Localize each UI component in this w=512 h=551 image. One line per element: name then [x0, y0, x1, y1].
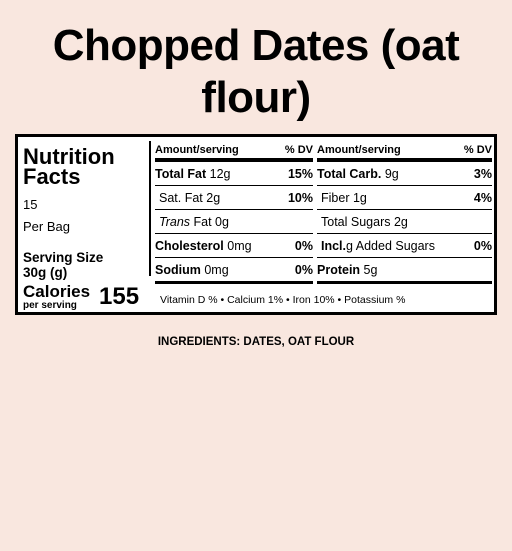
- nutrient-amount: 2g: [206, 190, 221, 205]
- servings-count: 15: [23, 197, 38, 212]
- amount-header: Amount/serving: [155, 144, 239, 156]
- calories-block: Calories per serving 155: [23, 282, 153, 312]
- nutrient-row-cholesterol: Cholesterol 0mg 0%: [155, 234, 313, 258]
- calories-label: Calories: [23, 282, 91, 301]
- calories-sublabel: per serving: [23, 300, 77, 311]
- nutrient-dv: 4%: [473, 190, 492, 205]
- nutrient-name: Trans: [159, 214, 191, 229]
- nutrient-row-added-sugars: Incl.g Added Sugars 0%: [317, 234, 492, 258]
- nutrient-row-total-carb: Total Carb. 9g 3%: [317, 162, 492, 186]
- vitamins-line: Vitamin D % • Calcium 1% • Iron 10% • Po…: [160, 294, 406, 306]
- nutrient-amount: Fat 0g: [193, 214, 229, 229]
- nutrient-name: Total Fat: [155, 166, 207, 181]
- nutrient-column-left: Amount/serving % DV Total Fat 12g 15% Sa…: [155, 142, 313, 284]
- column-divider: [149, 141, 151, 276]
- nutrient-name: Cholesterol: [155, 238, 224, 253]
- nutrient-row-trans-fat: Trans Fat 0g: [155, 210, 313, 234]
- column-header: Amount/serving % DV: [317, 142, 492, 162]
- nutrient-amount: 1g: [352, 190, 367, 205]
- nutrient-name: Sodium: [155, 262, 201, 277]
- nutrient-name: Fiber: [321, 190, 350, 205]
- nutrient-amount: 0mg: [204, 262, 229, 277]
- nutrient-name: Total Sugars: [321, 214, 391, 229]
- nutrient-column-right: Amount/serving % DV Total Carb. 9g 3% Fi…: [317, 142, 492, 284]
- nutrition-label: Nutrition Facts 15 Per Bag Serving Size …: [15, 134, 497, 315]
- nutrient-amount: 0mg: [227, 238, 252, 253]
- ingredients-line: INGREDIENTS: DATES, OAT FLOUR: [157, 336, 355, 348]
- nutrient-dv: 0%: [294, 262, 313, 277]
- nutrient-dv: 10%: [287, 190, 313, 205]
- nutrient-name: Incl.: [321, 238, 347, 253]
- serving-size-value: 30g (g): [23, 265, 68, 280]
- nutrient-name: Total Carb.: [317, 166, 382, 181]
- nutrient-dv: 0%: [294, 238, 313, 253]
- nutrient-name: Sat. Fat: [159, 190, 203, 205]
- nutrient-row-sodium: Sodium 0mg 0%: [155, 258, 313, 284]
- nutrient-row-sat-fat: Sat. Fat 2g 10%: [155, 186, 313, 210]
- serving-size-label: Serving Size: [23, 250, 104, 265]
- amount-header: Amount/serving: [317, 144, 401, 156]
- nutrient-amount: 12g: [209, 166, 231, 181]
- nutrient-dv: 0%: [473, 238, 492, 253]
- nutrition-facts-heading: Nutrition Facts: [23, 144, 115, 189]
- nutrient-row-total-sugars: Total Sugars 2g: [317, 210, 492, 234]
- column-header: Amount/serving % DV: [155, 142, 313, 162]
- nutrient-dv: 3%: [473, 166, 492, 181]
- nutrient-dv: 15%: [287, 166, 313, 181]
- calories-value: 155: [99, 283, 140, 310]
- nutrient-amount: 9g: [384, 166, 399, 181]
- label-left-panel: Nutrition Facts 15 Per Bag Serving Size …: [23, 142, 148, 281]
- nutrient-amount: g Added Sugars: [346, 238, 435, 253]
- product-title: Chopped Dates (oat flour): [52, 21, 460, 122]
- nutrient-amount: 2g: [393, 214, 408, 229]
- dv-header: % DV: [284, 144, 313, 156]
- nutrient-row-fiber: Fiber 1g 4%: [317, 186, 492, 210]
- nutrient-amount: 5g: [363, 262, 378, 277]
- nutrient-row-protein: Protein 5g: [317, 258, 492, 284]
- dv-header: % DV: [463, 144, 492, 156]
- servings-unit: Per Bag: [23, 219, 70, 234]
- nutrient-name: Protein: [317, 262, 361, 277]
- nutrient-row-total-fat: Total Fat 12g 15%: [155, 162, 313, 186]
